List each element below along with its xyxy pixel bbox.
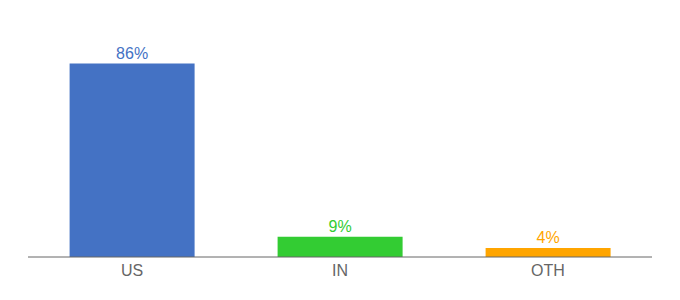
svg-text:IN: IN xyxy=(332,262,348,279)
svg-text:86%: 86% xyxy=(116,45,148,62)
svg-text:4%: 4% xyxy=(537,229,560,246)
svg-text:OTH: OTH xyxy=(531,262,565,279)
svg-text:US: US xyxy=(121,262,143,279)
svg-text:9%: 9% xyxy=(329,218,352,235)
